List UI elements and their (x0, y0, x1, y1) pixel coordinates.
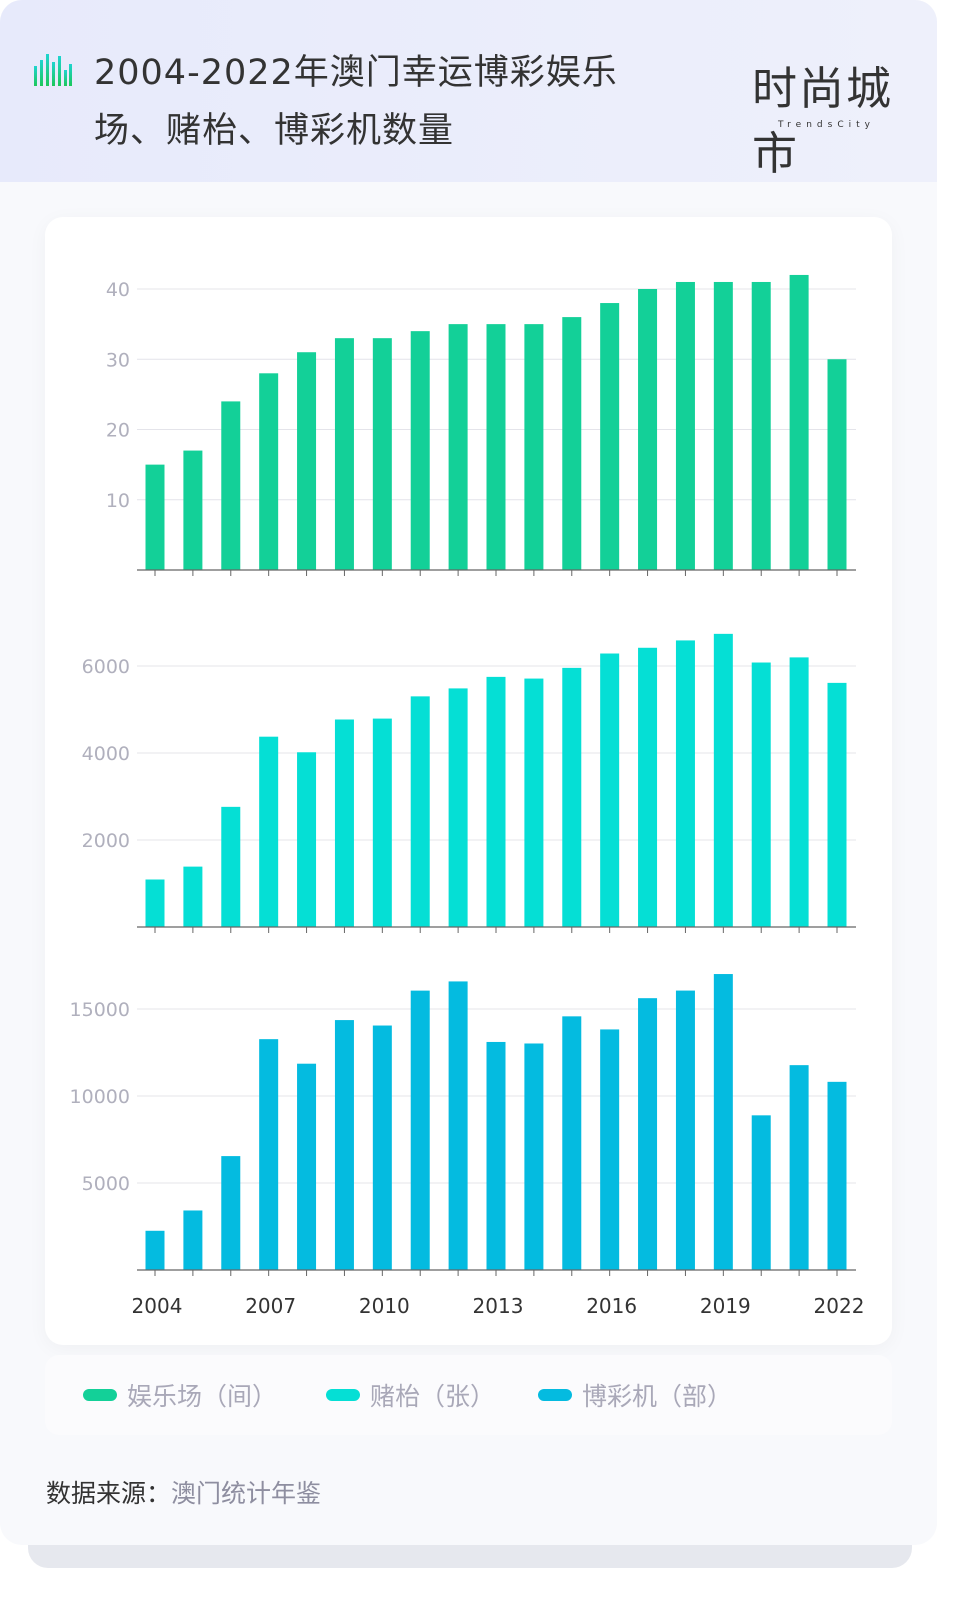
x-tick-label: 2013 (473, 1294, 524, 1318)
bar-2013 (486, 676, 506, 927)
chart-card (45, 217, 892, 1345)
bar-2022 (827, 682, 847, 927)
bar-2011 (410, 696, 430, 927)
y-tick-label: 10000 (70, 1086, 130, 1108)
bar-2021 (789, 657, 809, 927)
bar-2020 (751, 662, 771, 927)
bar-2007 (259, 373, 279, 570)
bar-2015 (562, 317, 582, 570)
bar-2013 (486, 1041, 506, 1270)
legend-swatch (326, 1389, 360, 1401)
bar-2012 (448, 324, 468, 570)
x-tick-label: 2004 (132, 1294, 183, 1318)
bar-2021 (789, 1065, 809, 1270)
x-tick-label: 2016 (586, 1294, 637, 1318)
header: 2004-2022年澳门幸运博彩娱乐场、赌枱、博彩机数量 时尚城市 Trends… (0, 0, 937, 182)
bar-2007 (259, 1039, 279, 1270)
page-title: 2004-2022年澳门幸运博彩娱乐场、赌枱、博彩机数量 (94, 53, 618, 151)
bar-2006 (221, 1156, 241, 1270)
y-tick-label: 30 (106, 349, 130, 371)
bar-2014 (524, 678, 544, 927)
legend-item-tables: 赌枱（张） (326, 1377, 495, 1413)
bar-2011 (410, 331, 430, 570)
logo-text: 时尚城市 (752, 62, 894, 180)
bar-2009 (334, 1020, 354, 1270)
legend-label: 娱乐场（间） (127, 1382, 278, 1411)
bar-2010 (372, 338, 392, 570)
source-label: 数据来源： (46, 1479, 172, 1508)
bar-2022 (827, 1081, 847, 1270)
bar-2004 (145, 879, 165, 927)
bar-2018 (675, 990, 695, 1270)
bar-2013 (486, 324, 506, 570)
bar-2018 (675, 640, 695, 927)
legend-swatch (83, 1389, 117, 1401)
bar-charts: 10 20 30 40 2000 4000 6000 5000 10000 15000 2004 20… (70, 274, 865, 1318)
bar-2016 (600, 303, 620, 570)
x-tick-label: 2007 (245, 1294, 296, 1318)
bar-2017 (638, 647, 658, 927)
bar-2014 (524, 1043, 544, 1270)
bar-2012 (448, 981, 468, 1270)
logo-subtext: TrendsCity (778, 120, 875, 130)
y-tick-label: 2000 (82, 830, 130, 852)
source-value: 澳门统计年鉴 (171, 1479, 322, 1508)
bar-2006 (221, 401, 241, 570)
bar-2005 (183, 450, 203, 570)
data-source: 数据来源：澳门统计年鉴 (46, 1474, 321, 1510)
bar-2010 (372, 718, 392, 927)
bar-2009 (334, 338, 354, 570)
legend-label: 博彩机（部） (582, 1382, 733, 1411)
bar-2011 (410, 990, 430, 1270)
legend-swatch (538, 1389, 572, 1401)
bar-2005 (183, 1210, 203, 1270)
bar-2009 (334, 719, 354, 927)
bar-2017 (638, 289, 658, 570)
bar-2020 (751, 1115, 771, 1270)
bar-2019 (713, 974, 733, 1270)
bar-2019 (713, 281, 733, 570)
trendscity-logo-icon (660, 50, 741, 136)
bar-2020 (751, 281, 771, 570)
bar-2015 (562, 667, 582, 927)
legend-item-casinos: 娱乐场（间） (83, 1377, 277, 1413)
bar-2016 (600, 653, 620, 927)
legend-item-machines: 博彩机（部） (538, 1377, 732, 1413)
bar-2008 (297, 1063, 317, 1270)
legend-label: 赌枱（张） (370, 1382, 496, 1411)
bar-2014 (524, 324, 544, 570)
y-tick-label: 10 (106, 490, 130, 512)
bar-2018 (675, 281, 695, 570)
y-tick-label: 40 (106, 279, 130, 301)
x-tick-label: 2019 (700, 1294, 751, 1318)
bar-2021 (789, 274, 809, 570)
bar-chart-icon (34, 54, 72, 86)
bar-2010 (372, 1025, 392, 1270)
bar-2017 (638, 998, 658, 1270)
bar-2016 (600, 1029, 620, 1270)
bar-2008 (297, 752, 317, 927)
bar-2006 (221, 806, 241, 927)
y-tick-label: 4000 (82, 743, 130, 765)
bar-2007 (259, 736, 279, 927)
infographic-card: 2004-2022年澳门幸运博彩娱乐场、赌枱、博彩机数量 时尚城市 Trends… (0, 0, 937, 1510)
x-tick-label: 2010 (359, 1294, 410, 1318)
y-tick-label: 15000 (70, 999, 130, 1021)
y-tick-label: 5000 (82, 1173, 130, 1195)
bar-2012 (448, 688, 468, 927)
bar-2015 (562, 1016, 582, 1270)
legend: 娱乐场（间） 赌枱（张） 博彩机（部） (45, 1355, 892, 1435)
bar-2022 (827, 359, 847, 570)
y-tick-label: 20 (106, 420, 130, 442)
x-tick-label: 2022 (814, 1294, 865, 1318)
y-tick-label: 6000 (82, 656, 130, 678)
bar-2008 (297, 352, 317, 570)
bar-2004 (145, 464, 165, 570)
bar-2005 (183, 866, 203, 927)
bar-2004 (145, 1230, 165, 1270)
bar-2019 (713, 633, 733, 927)
